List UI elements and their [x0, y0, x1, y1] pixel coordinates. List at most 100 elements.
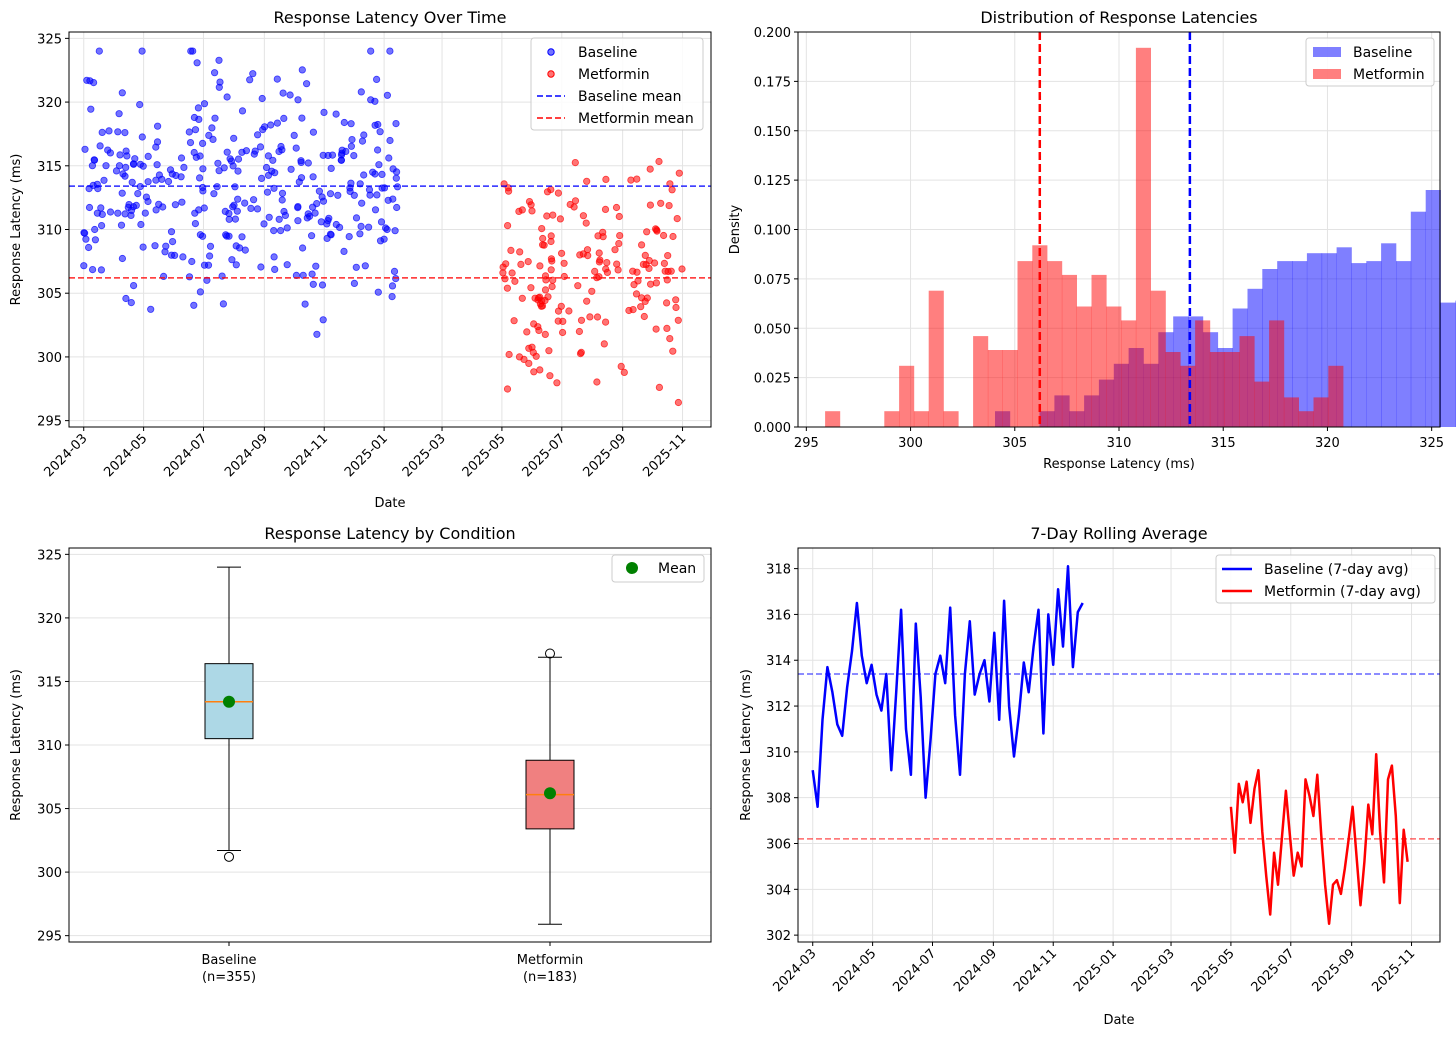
scatter-point — [582, 219, 590, 227]
scatter-point — [340, 247, 348, 255]
scatter-point — [530, 368, 538, 376]
legend-marker-mean — [626, 562, 638, 574]
y-tick-label: 0.075 — [754, 273, 791, 288]
scatter-point — [611, 246, 619, 254]
histogram-bar — [973, 336, 989, 427]
scatter-point — [517, 260, 525, 268]
scatter-point — [547, 255, 556, 263]
scatter-point — [576, 251, 584, 259]
scatter-point — [655, 157, 663, 166]
scatter-point — [253, 205, 262, 213]
scatter-point — [185, 128, 193, 136]
scatter-point — [301, 300, 309, 308]
legend-label: Baseline mean — [578, 89, 682, 105]
x-tick-label: 295 — [794, 436, 819, 451]
y-tick-label: 315 — [37, 160, 62, 175]
scatter-point — [262, 163, 271, 172]
scatter-point — [675, 169, 683, 177]
scatter-point — [144, 152, 152, 160]
scatter-point — [105, 127, 113, 135]
scatter-point — [365, 186, 374, 194]
histogram-bar — [1381, 243, 1397, 427]
scatter-point — [290, 131, 298, 139]
scatter-point — [178, 198, 186, 206]
scatter-point — [577, 316, 586, 324]
scatter-point — [318, 281, 327, 289]
scatter-point — [246, 76, 254, 84]
scatter-point — [152, 143, 160, 151]
x-tick-label: 310 — [1107, 436, 1132, 451]
histogram-bar — [1061, 274, 1077, 427]
scatter-point — [194, 104, 202, 112]
scatter-point — [663, 324, 671, 332]
scatter-point — [153, 161, 161, 169]
scatter-point — [270, 253, 278, 261]
scatter-point — [242, 147, 250, 155]
legend-label: Metformin — [578, 67, 650, 83]
y-tick-label: 320 — [37, 96, 62, 111]
scatter-point — [583, 177, 591, 185]
scatter-point — [360, 171, 368, 179]
scatter-point — [269, 156, 277, 164]
scatter-point — [669, 347, 677, 355]
scatter-point — [543, 212, 551, 220]
x-tick-label: (n=355) — [202, 970, 256, 985]
y-tick-label: 295 — [37, 415, 62, 430]
scatter-point — [323, 234, 331, 242]
scatter-point — [118, 254, 127, 263]
scatter-point — [668, 186, 676, 194]
scatter-point — [121, 129, 129, 137]
scatter-point — [669, 232, 677, 241]
legend-frame — [611, 554, 705, 583]
scatter-point — [86, 77, 94, 85]
scatter-point — [643, 294, 651, 302]
scatter-point — [97, 204, 105, 212]
scatter-point — [115, 162, 124, 170]
scatter-point — [501, 275, 509, 283]
scatter-point — [633, 268, 641, 276]
scatter-point — [518, 206, 526, 214]
scatter-point — [164, 177, 173, 186]
boxplot-panel: 295 300 305 310 315 320 325 Response Latency (m… — [9, 524, 712, 985]
scatter-point — [613, 260, 621, 268]
scatter-point — [372, 75, 381, 84]
histogram-bar — [987, 350, 1003, 427]
scatter-point — [273, 119, 281, 127]
scatter-point — [534, 323, 542, 331]
scatter-point — [652, 325, 660, 333]
scatter-point — [93, 209, 102, 217]
scatter-point — [352, 214, 361, 222]
scatter-point — [280, 207, 288, 216]
scatter-point — [279, 89, 287, 97]
legend-swatch-baseline — [1313, 47, 1341, 57]
scatter-point — [347, 120, 355, 128]
scatter-point — [665, 202, 673, 210]
scatter-point — [657, 199, 665, 207]
scatter-point — [674, 316, 682, 324]
scatter-point — [602, 265, 610, 273]
scatter-point — [511, 277, 519, 285]
scatter-point — [558, 328, 567, 337]
scatter-point — [381, 224, 390, 232]
scatter-point — [151, 242, 159, 250]
scatter-point — [602, 175, 610, 183]
y-tick-label: 320 — [37, 612, 62, 627]
scatter-point — [188, 257, 196, 266]
x-axis-label: Date — [1103, 1013, 1134, 1028]
scatter-point — [200, 261, 209, 269]
scatter-point — [264, 152, 272, 160]
y-tick-label: 0.125 — [754, 174, 791, 189]
scatter-point — [571, 159, 579, 167]
scatter-point — [275, 215, 283, 223]
scatter-point — [205, 131, 213, 139]
scatter-point — [508, 269, 516, 277]
histogram-bar — [1396, 261, 1412, 427]
scatter-point — [225, 215, 233, 223]
scatter-point — [332, 220, 340, 229]
scatter-point — [385, 154, 393, 162]
scatter-point — [180, 163, 188, 171]
scatter-point — [637, 241, 646, 249]
scatter-point — [318, 193, 326, 201]
scatter-point — [114, 209, 122, 217]
scatter-point — [556, 215, 565, 223]
